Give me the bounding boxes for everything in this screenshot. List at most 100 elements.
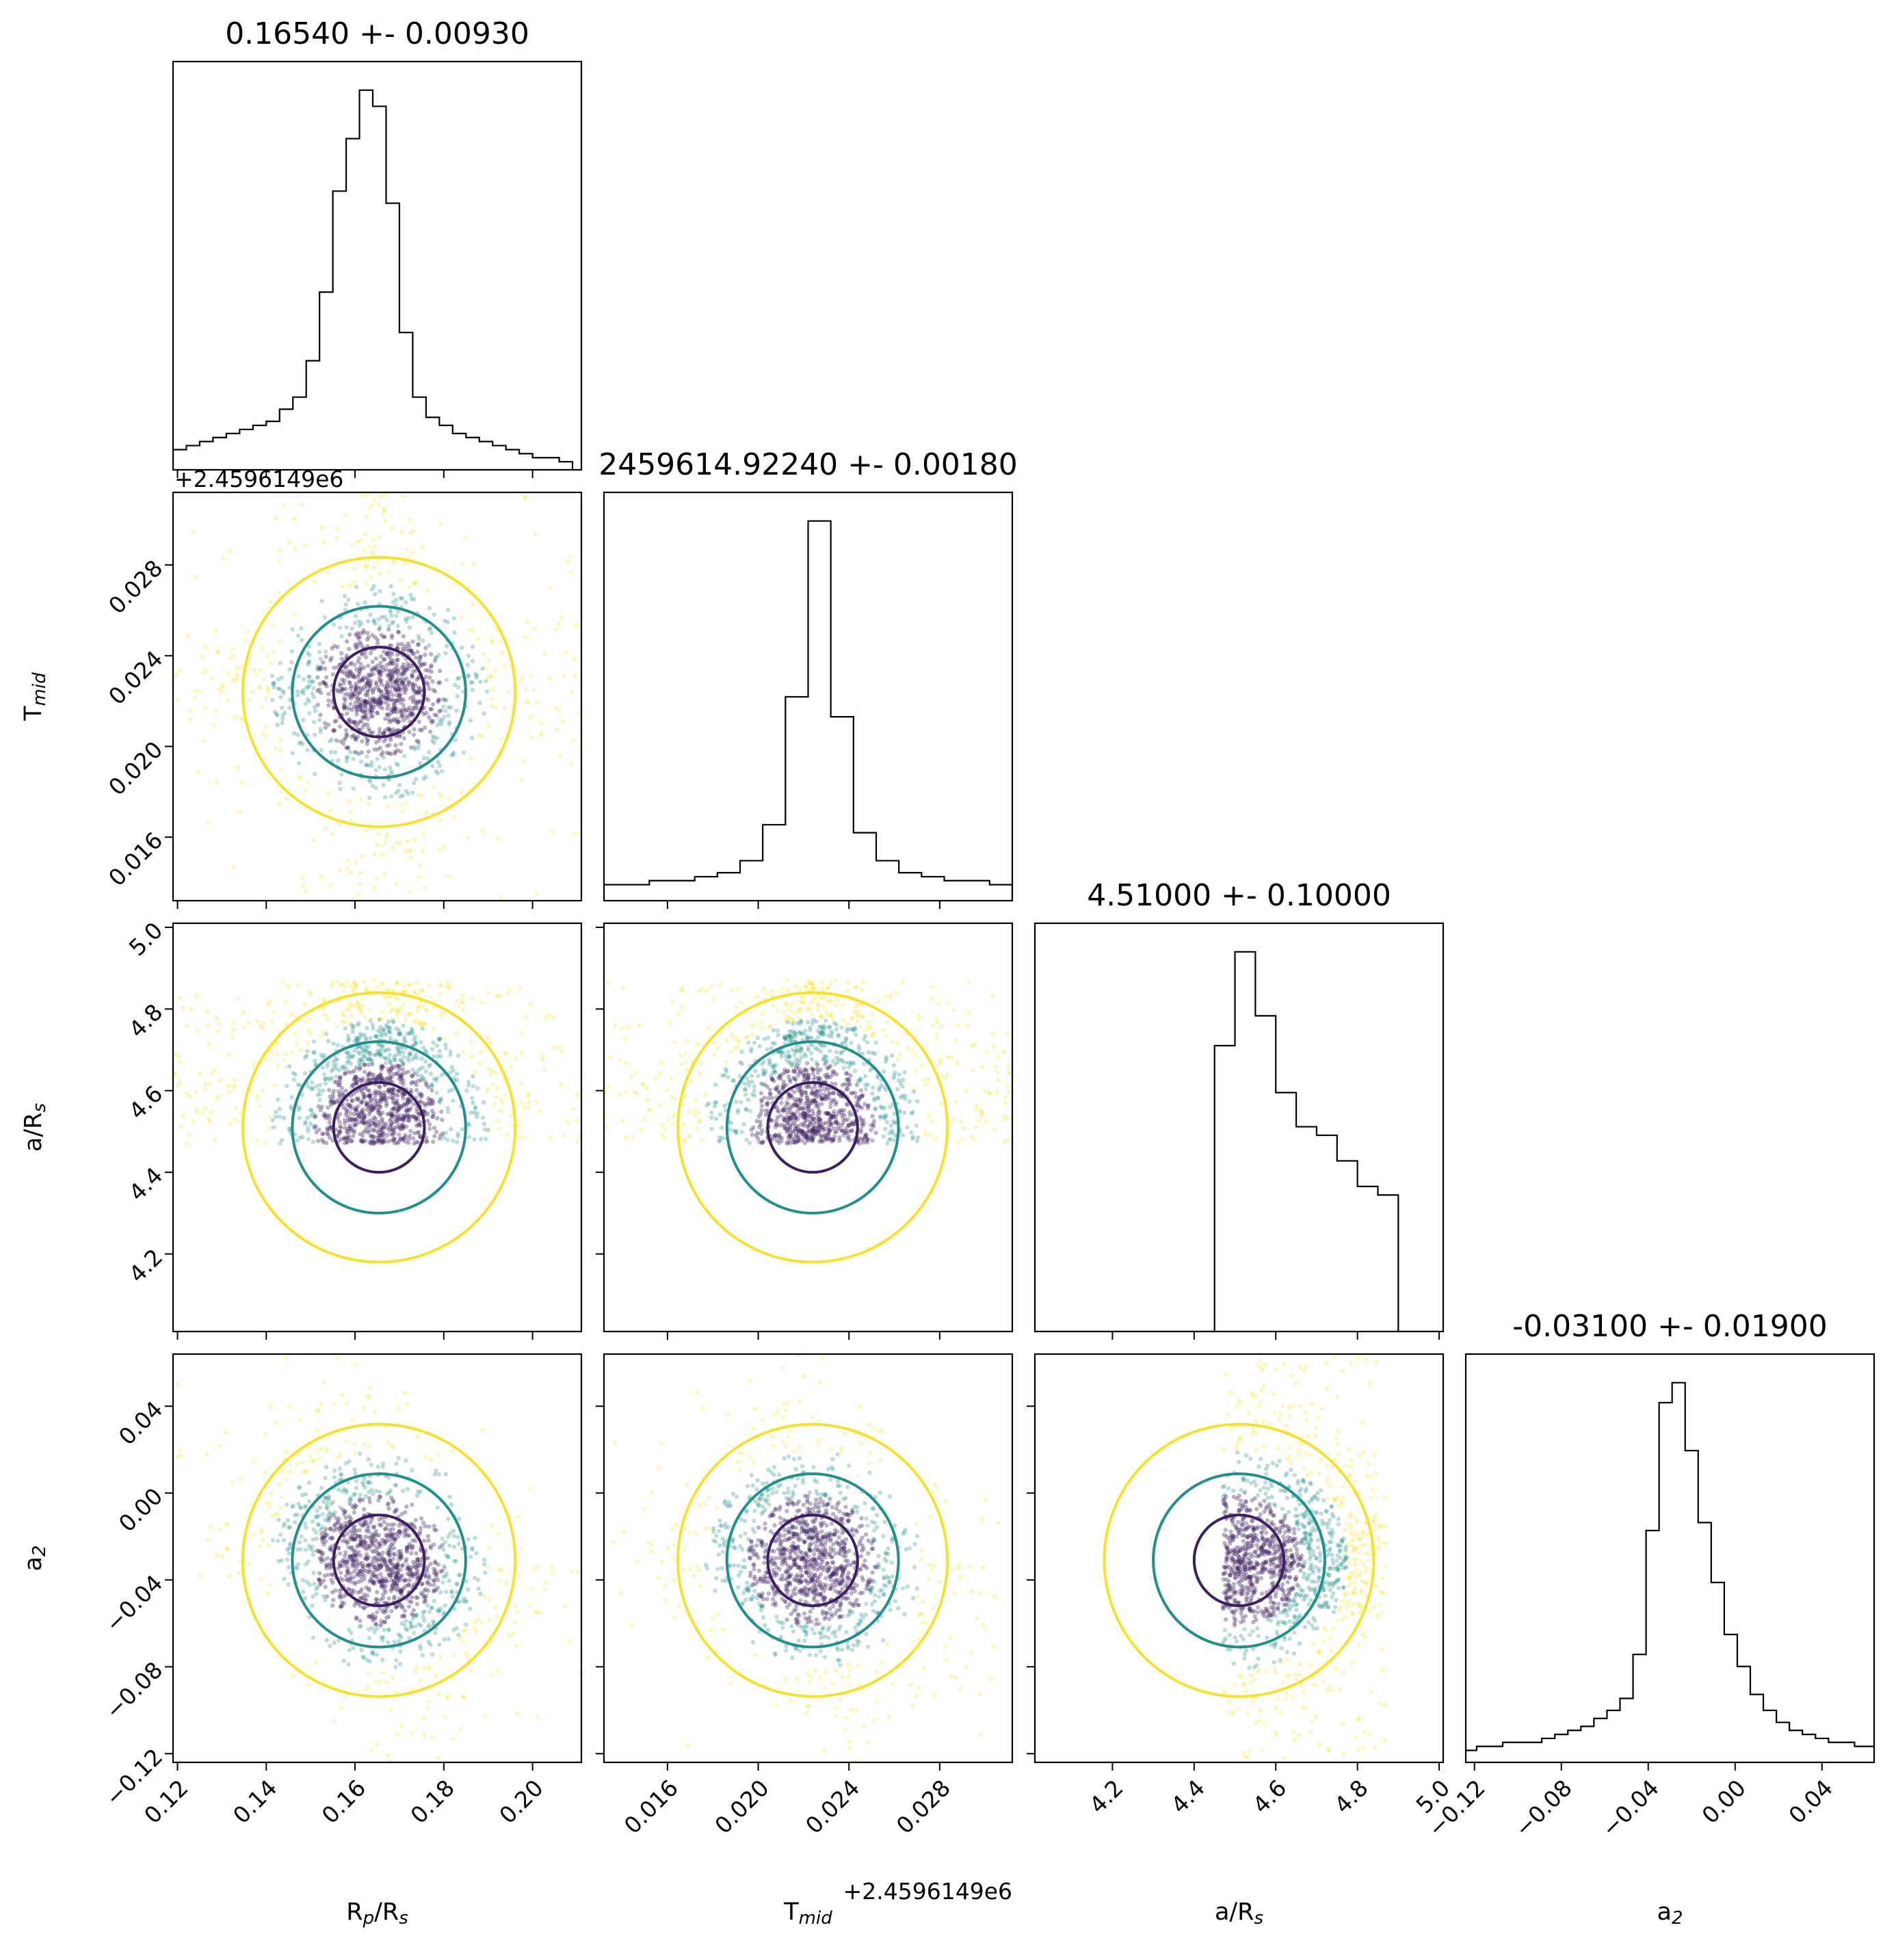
scatter-point — [604, 1090, 607, 1096]
scatter-point — [395, 679, 399, 684]
scatter-point — [412, 581, 417, 585]
scatter-point — [365, 700, 369, 705]
scatter-point — [395, 676, 400, 681]
scatter-point — [332, 728, 337, 732]
scatter-point — [323, 682, 328, 687]
scatter-point — [397, 1076, 401, 1081]
scatter-point — [446, 705, 451, 710]
scatter-point — [311, 719, 317, 725]
scatter-point — [639, 1128, 644, 1133]
scatter-point — [364, 1585, 369, 1590]
scatter-point — [354, 1081, 358, 1086]
scatter-point — [328, 1643, 332, 1649]
scatter-point — [414, 1602, 420, 1606]
scatter-point — [395, 629, 401, 635]
scatter-point — [410, 708, 414, 713]
scatter-point — [488, 1072, 493, 1077]
scatter-point — [787, 1117, 791, 1122]
scatter-point — [829, 1122, 834, 1126]
scatter-point — [339, 689, 343, 694]
scatter-point — [451, 615, 456, 621]
scatter-point — [815, 1003, 820, 1008]
scatter-point — [388, 660, 393, 665]
scatter-point — [793, 1102, 798, 1107]
scatter-point — [862, 1037, 867, 1042]
scatter-point — [371, 618, 377, 623]
scatter-point — [303, 1122, 308, 1126]
scatter-point — [765, 1101, 769, 1106]
scatter-point — [489, 1672, 494, 1677]
scatter-point — [679, 1005, 685, 1010]
scatter-point — [369, 760, 374, 765]
scatter-point — [839, 1050, 844, 1055]
scatter-point — [816, 1113, 821, 1118]
scatter-point — [804, 1068, 809, 1074]
panel-frame — [603, 491, 1014, 902]
scatter-point — [301, 1589, 306, 1595]
scatter-point — [307, 1017, 312, 1022]
scatter-point — [773, 1133, 778, 1138]
scatter-point — [1006, 1089, 1012, 1095]
scatter-point — [440, 1011, 445, 1016]
scatter-point — [220, 1554, 224, 1559]
scatter-point — [380, 1139, 385, 1143]
scatter-point — [787, 1060, 791, 1065]
scatter-point — [305, 1049, 310, 1054]
scatter-point — [438, 818, 443, 823]
scatter-point — [173, 1070, 177, 1076]
scatter-point — [784, 1083, 789, 1087]
scatter-point — [376, 832, 381, 837]
scatter-point — [381, 981, 386, 987]
scatter-point — [482, 1570, 488, 1575]
scatter-point — [389, 583, 393, 589]
scatter-point — [560, 719, 565, 724]
scatter-point — [361, 628, 366, 633]
scatter-point — [326, 698, 331, 703]
scatter-point — [345, 1038, 351, 1044]
scatter-point — [821, 1096, 827, 1101]
scatter-point — [777, 1132, 782, 1137]
scatter-point — [383, 700, 389, 705]
scatter-point — [873, 1106, 878, 1111]
scatter-point — [366, 1077, 371, 1082]
scatter-point — [267, 661, 272, 666]
scatter-point — [354, 681, 358, 686]
scatter-point — [384, 667, 389, 672]
scatter-point — [402, 1091, 407, 1097]
scatter-point — [323, 725, 328, 730]
scatter-point — [379, 654, 384, 659]
scatter-point — [802, 1111, 807, 1115]
scatter-point — [419, 1023, 424, 1029]
scatter-point — [365, 631, 370, 635]
scatter-point — [437, 763, 443, 768]
scatter-point — [424, 1083, 429, 1087]
scatter-point — [346, 1058, 352, 1063]
scatter-point — [367, 795, 372, 801]
scatter-point — [353, 1076, 358, 1082]
scatter-point — [793, 1065, 799, 1070]
scatter-point — [399, 687, 404, 692]
scatter-point — [389, 1069, 393, 1074]
scatter-point — [657, 1102, 662, 1108]
scatter-point — [347, 706, 352, 711]
scatter-point — [397, 684, 401, 689]
scatter-point — [787, 1133, 793, 1139]
scatter-point — [801, 1111, 806, 1116]
scatter-point — [390, 1133, 395, 1138]
scatter-point — [746, 1079, 751, 1085]
scatter-point — [206, 821, 211, 826]
scatter-point — [446, 796, 451, 801]
scatter-point — [825, 1111, 830, 1116]
scatter-point — [371, 1072, 376, 1077]
scatter-point — [728, 988, 734, 993]
scatter-point — [378, 1104, 383, 1109]
scatter-point — [309, 1080, 315, 1085]
scatter-point — [411, 688, 416, 693]
scatter-point — [391, 1546, 397, 1551]
scatter-point — [772, 1064, 776, 1070]
scatter-point — [813, 1085, 817, 1089]
scatter-point — [322, 1072, 327, 1077]
scatter-point — [540, 730, 544, 735]
scatter-point — [815, 1035, 821, 1040]
scatter-point — [232, 1078, 237, 1083]
